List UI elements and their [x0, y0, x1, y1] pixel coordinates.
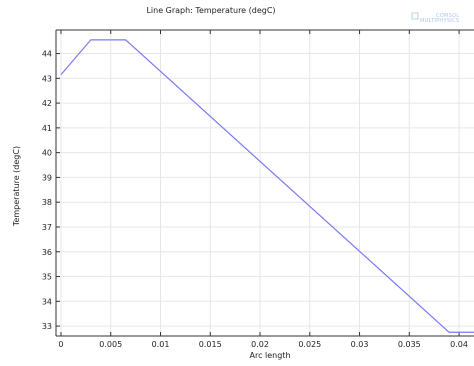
y-tick-label-0: 33: [42, 322, 52, 331]
logo-line-2: MULTIPHYSICS: [420, 18, 459, 24]
grid-lines: [56, 30, 474, 336]
series-line-0: [60, 39, 474, 333]
x-tick-label-5: 0.025: [298, 340, 321, 349]
x-tick-labels: 0 0.005 0.01 0.015 0.02 0.025 0.03 0.035 0.04: [58, 340, 468, 349]
x-tick-label-2: 0.01: [152, 340, 170, 349]
y-tick-label-5: 38: [42, 198, 52, 207]
plot-frame: [55, 29, 474, 337]
y-tick-label-11: 44: [42, 50, 52, 59]
y-tick-label-7: 40: [42, 149, 52, 158]
chart-title: Line Graph: Temperature (degC): [146, 6, 275, 15]
x-tick-label-6: 0.03: [351, 340, 369, 349]
y-tick-label-1: 34: [42, 297, 52, 306]
x-axis-label: Arc length: [249, 351, 290, 360]
y-tick-label-4: 37: [42, 223, 52, 232]
x-tick-label-0: 0: [58, 340, 63, 349]
x-tick-label-1: 0.005: [99, 340, 122, 349]
y-tick-label-6: 39: [42, 173, 52, 182]
x-tick-label-4: 0.02: [251, 340, 269, 349]
y-tick-label-8: 41: [42, 124, 52, 133]
comsol-logo: COMSOL MULTIPHYSICS: [411, 12, 459, 24]
y-tick-labels: 33 34 35 36 37 38 39 40 41 42 43 44: [42, 50, 52, 332]
x-tick-label-7: 0.035: [398, 340, 421, 349]
comsol-logo-icon: [411, 12, 419, 20]
y-tick-label-3: 36: [42, 248, 52, 257]
logo-line-1: COMSOL: [436, 13, 459, 19]
x-tick-label-8: 0.04: [450, 340, 468, 349]
y-tick-label-2: 35: [42, 273, 52, 282]
x-tick-label-3: 0.015: [199, 340, 222, 349]
series-layer: [60, 39, 474, 333]
y-axis-label: Temperature (degC): [12, 146, 21, 227]
y-tick-label-10: 43: [42, 74, 52, 83]
y-tick-label-9: 42: [42, 99, 52, 108]
axis-ticks: [56, 30, 460, 336]
